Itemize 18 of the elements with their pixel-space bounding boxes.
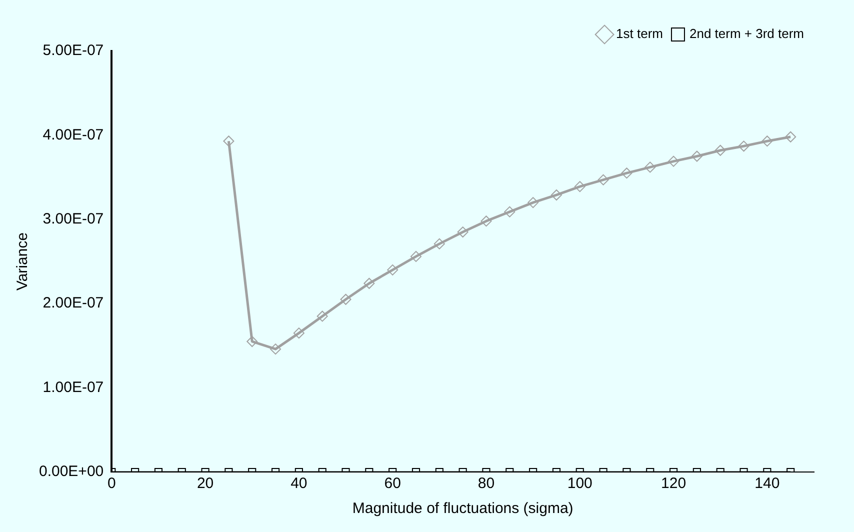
x-tick-label: 0: [107, 475, 116, 492]
x-axis-title: Magnitude of fluctuations (sigma): [352, 500, 574, 518]
x-tick-label: 80: [478, 475, 495, 492]
x-tick-label: 20: [196, 475, 214, 492]
legend-label: 1st term: [616, 26, 663, 42]
y-axis-title: Variance: [14, 232, 32, 291]
y-tick-label: 2.00E-07: [42, 294, 104, 312]
legend-label: 2nd term + 3rd term: [689, 26, 804, 42]
y-tick-label: 5.00E-07: [42, 42, 104, 60]
x-tick-label: 140: [754, 475, 780, 492]
y-tick-label: 1.00E-07: [42, 378, 104, 396]
x-tick-label: 40: [290, 475, 308, 492]
y-tick-label: 3.00E-07: [42, 210, 104, 228]
x-tick-label: 120: [661, 475, 686, 492]
x-tick-label: 100: [567, 475, 592, 492]
x-tick-label: 60: [384, 475, 401, 492]
y-tick-label: 4.00E-07: [42, 126, 104, 144]
y-tick-label: 0.00E+00: [38, 463, 104, 480]
